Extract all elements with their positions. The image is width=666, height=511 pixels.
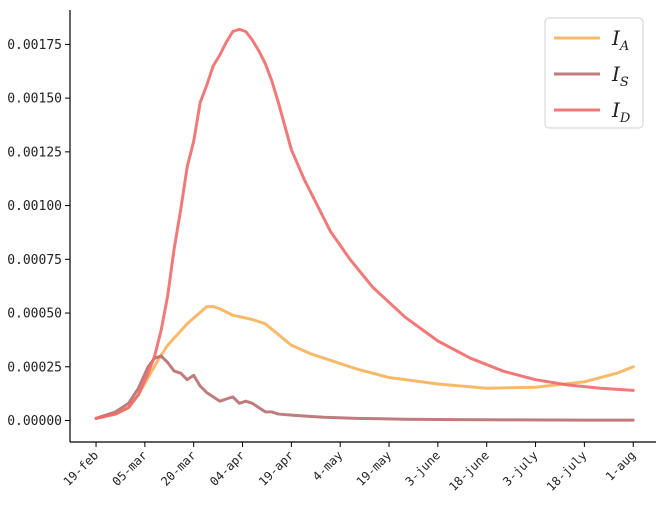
x-tick-label: 19-feb	[61, 448, 102, 489]
x-tick-label: 20-mar	[158, 448, 199, 489]
y-ticks: 0.00000 0.00025 0.00050 0.00075 0.00100 0.001…	[7, 38, 70, 429]
x-tick-label: 3-june	[402, 448, 443, 489]
legend-label-i-d: ID	[611, 98, 631, 126]
x-tick-label: 18-june	[446, 448, 492, 494]
legend-label-sub: A	[619, 39, 629, 54]
x-tick-label: 1-aug	[603, 448, 638, 483]
legend-label-main: I	[611, 26, 621, 50]
x-tick-label: 04-apr	[207, 448, 248, 489]
series-lines	[94, 27, 635, 422]
legend-label-main: I	[611, 62, 621, 86]
x-tick-label: 4-may	[310, 448, 345, 483]
x-tick-label: 18-july	[544, 448, 590, 494]
legend-label-sub: S	[620, 75, 629, 90]
y-tick-label: 0.00125	[7, 145, 62, 160]
y-tick-label: 0.00100	[7, 199, 62, 214]
y-tick-label: 0.00025	[7, 360, 62, 375]
legend-label-i-a: IA	[611, 26, 629, 54]
x-tick-label: 05-mar	[109, 448, 150, 489]
y-tick-label: 0.00075	[7, 253, 62, 268]
axes	[69, 10, 656, 443]
y-tick-label: 0.00050	[7, 307, 62, 322]
y-tick-label: 0.00150	[7, 92, 62, 107]
x-tick-label: 3-july	[500, 448, 541, 489]
series-line-i-s	[94, 354, 635, 422]
x-tick-label: 19-apr	[256, 448, 297, 489]
y-tick-label: 0.00000	[7, 414, 62, 429]
legend-label-i-s: IS	[611, 62, 629, 90]
series-line-i-d	[94, 27, 635, 420]
y-tick-label: 0.00175	[7, 38, 62, 53]
legend-label-main: I	[611, 98, 621, 122]
series-line-i-a	[94, 305, 635, 420]
x-ticks: 19-feb 05-mar 20-mar 04-apr 19-apr 4-may 19-ma…	[61, 442, 638, 494]
x-tick-label: 19-may	[354, 448, 395, 489]
legend-label-sub: D	[619, 111, 631, 126]
